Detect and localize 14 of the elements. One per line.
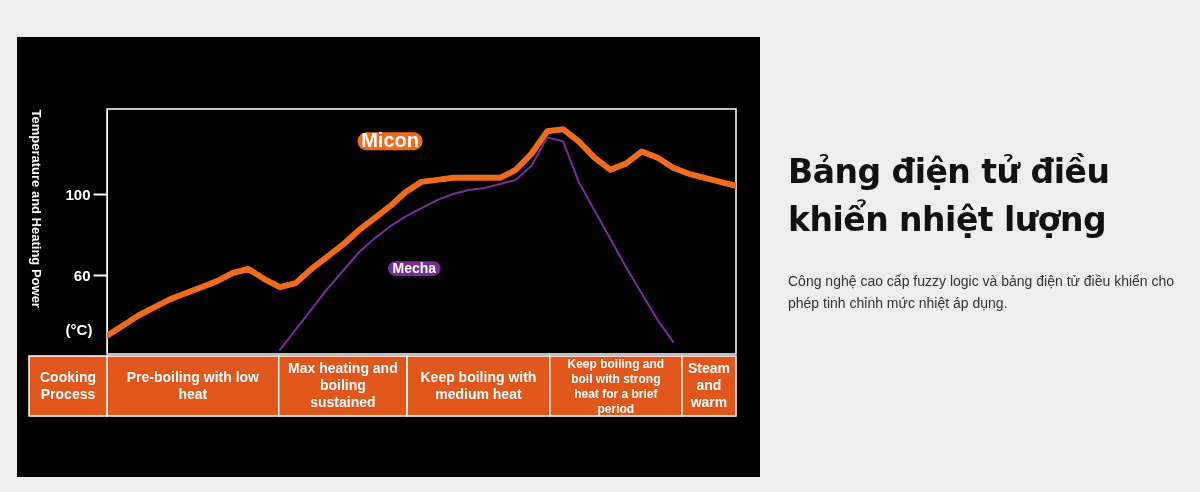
- y-tick-label: 100: [65, 185, 91, 203]
- text: Pre-boiling with low heat: [126, 368, 260, 402]
- text: Bảng điện tử điều khiển nhiệt lượng: [788, 151, 1111, 241]
- series-label: Mecha: [392, 259, 437, 276]
- text: Công nghệ cao cấp fuzzy logic và bảng điện tử điều khiển cho phép tinh chỉnh mức nhiệt áp dụng.: [788, 272, 1176, 313]
- text: (°C): [65, 321, 93, 338]
- y-tick-label: 60: [73, 266, 91, 284]
- text: Keep boiling and boil with strong heat for a brief period: [567, 356, 665, 416]
- y-axis-title: Temperature and Heating Power: [28, 109, 44, 308]
- text: Max heating and boiling sustained: [288, 360, 398, 410]
- x-axis-title: Cooking Process: [40, 369, 96, 402]
- text: Keep boiling with medium heat: [420, 368, 537, 402]
- series-label: Micon: [361, 129, 419, 152]
- text: Steam and warm: [687, 360, 730, 410]
